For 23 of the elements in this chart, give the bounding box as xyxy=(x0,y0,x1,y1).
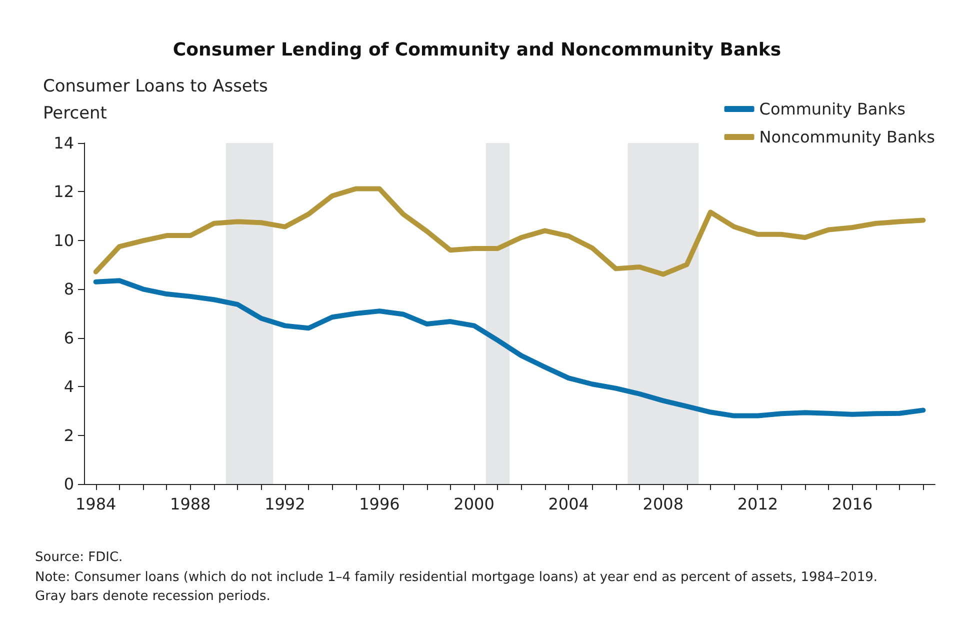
y-tick-label: 6 xyxy=(64,328,74,348)
x-tick-label: 2008 xyxy=(642,494,684,514)
y-tick-label: 12 xyxy=(54,182,74,202)
legend-label: Noncommunity Banks xyxy=(759,128,935,146)
x-tick-label: 2000 xyxy=(454,494,494,514)
y-tick-label: 8 xyxy=(64,280,74,299)
x-tick-label: 1988 xyxy=(170,494,211,514)
source-note: Source: FDIC. xyxy=(35,550,123,565)
x-tick-label: 1992 xyxy=(264,494,306,514)
y-tick-label: 10 xyxy=(54,230,74,250)
x-tick-label: 2004 xyxy=(548,494,589,514)
x-tick-label: 2016 xyxy=(832,494,873,514)
text: Note: Consumer loans (which do not include 1–4 family residential mortgage loans) at year end as percent of assets, 1984–2019. Gray bars denote recession periods. xyxy=(35,570,882,604)
y-tick-label: 0 xyxy=(64,474,74,494)
y-axis-title: Consumer Loans to Assets Percent xyxy=(43,76,268,124)
y-tick-label: 4 xyxy=(64,377,74,396)
x-tick-label: 2012 xyxy=(737,494,778,514)
x-tick-label: 1996 xyxy=(359,494,400,514)
y-tick-label: 14 xyxy=(54,134,74,152)
legend-label: Community Banks xyxy=(759,100,906,118)
chart-title: Consumer Lending of Community and Noncommunity Banks xyxy=(172,40,782,60)
x-tick-label: 1984 xyxy=(75,494,116,514)
y-tick-label: 2 xyxy=(64,426,74,445)
